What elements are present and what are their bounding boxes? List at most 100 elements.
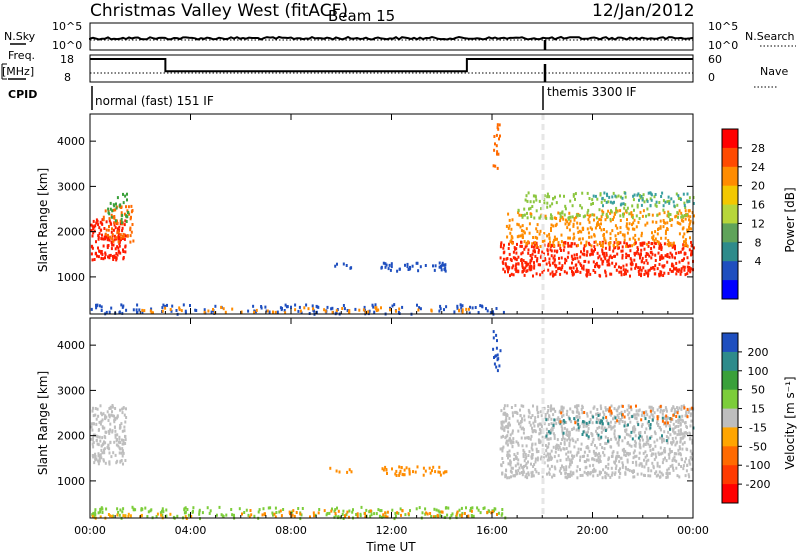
power-cell — [525, 269, 528, 273]
power-cell — [532, 245, 535, 249]
velocity-cell — [689, 449, 692, 453]
power-cell — [331, 310, 334, 314]
power-cell — [97, 237, 100, 241]
power-cell — [524, 266, 527, 270]
power-cell — [550, 213, 552, 217]
power-cell — [441, 263, 444, 267]
velocity-cell — [616, 454, 619, 458]
velocity-cell — [384, 511, 387, 515]
velocity-cell — [274, 515, 277, 519]
velocity-cell — [503, 426, 506, 430]
velocity-cell — [613, 432, 616, 436]
velocity-cell — [588, 464, 591, 468]
velocity-cell — [672, 422, 675, 426]
power-cell — [639, 256, 641, 260]
velocity-cell — [577, 428, 580, 432]
power-cell — [265, 309, 268, 313]
velocity-cell — [656, 417, 659, 421]
power-cell — [557, 241, 560, 245]
power-cell — [294, 303, 297, 307]
velocity-colorbar-swatch — [722, 465, 738, 485]
velocity-cell — [122, 442, 125, 446]
velocity-cell — [549, 452, 552, 456]
velocity-cell — [506, 476, 509, 480]
power-cell — [503, 250, 506, 254]
velocity-cell — [657, 424, 660, 427]
power-cell — [674, 215, 677, 219]
velocity-cell — [577, 404, 580, 408]
velocity-cell — [577, 447, 580, 451]
power-cell — [504, 270, 506, 274]
velocity-cell — [577, 422, 580, 426]
power-cell — [671, 245, 674, 249]
power-cell — [598, 208, 601, 212]
velocity-cell — [586, 414, 589, 418]
power-colorbar-tick-label: 4 — [755, 255, 762, 268]
velocity-cell — [438, 470, 441, 474]
power-cell — [601, 262, 604, 266]
velocity-cell — [683, 460, 686, 464]
power-cell — [600, 215, 603, 219]
power-cell — [596, 197, 599, 201]
velocity-cell — [671, 407, 674, 411]
power-cell — [512, 273, 515, 277]
power-cell — [100, 256, 103, 260]
velocity-cell — [191, 510, 194, 514]
velocity-cell — [613, 435, 616, 439]
freq-panel: Freq. [MHz] 18 8 60 0 Nave — [1, 49, 788, 88]
power-cell — [626, 226, 629, 230]
velocity-cell — [569, 459, 572, 463]
velocity-cell — [658, 470, 661, 474]
power-cell — [688, 199, 691, 203]
velocity-cell — [583, 411, 586, 414]
power-cell — [639, 253, 642, 257]
velocity-cell — [547, 408, 550, 412]
velocity-cell — [689, 407, 692, 411]
velocity-cell — [198, 510, 201, 514]
velocity-cell — [107, 419, 110, 422]
velocity-cell — [103, 426, 106, 430]
power-cell — [525, 227, 528, 231]
velocity-cell — [556, 446, 559, 450]
power-cell — [641, 256, 644, 260]
velocity-cell — [571, 456, 574, 460]
power-cell — [521, 214, 524, 217]
velocity-cell — [568, 417, 571, 421]
power-cell — [623, 241, 626, 245]
power-cell — [103, 235, 106, 239]
power-cell — [644, 269, 647, 273]
velocity-cell — [562, 436, 565, 440]
velocity-cell — [689, 437, 692, 440]
velocity-cell — [518, 466, 521, 470]
velocity-cell — [613, 407, 616, 411]
velocity-cell — [625, 428, 628, 432]
power-cell — [607, 258, 610, 262]
velocity-cell — [641, 410, 644, 414]
velocity-cell — [338, 470, 341, 474]
power-cell — [529, 206, 532, 210]
power-cell — [556, 237, 558, 241]
power-cell — [553, 259, 556, 263]
power-cell — [601, 245, 604, 249]
velocity-cell — [517, 443, 520, 447]
velocity-cell — [672, 427, 675, 431]
velocity-cell — [291, 513, 294, 517]
power-cell — [543, 201, 546, 205]
power-cell — [647, 274, 649, 278]
velocity-cell — [90, 425, 93, 429]
power-cell — [122, 248, 124, 252]
velocity-cell — [567, 473, 569, 476]
velocity-cell — [612, 417, 614, 421]
power-cell — [596, 243, 599, 247]
velocity-cell — [500, 422, 503, 426]
velocity-cell — [677, 409, 680, 412]
power-cell — [653, 267, 656, 271]
velocity-cell — [445, 470, 448, 474]
power-cell — [671, 243, 673, 247]
power-cell — [131, 209, 134, 212]
velocity-ylabel: Slant Range [km] — [36, 371, 50, 475]
power-cell — [594, 248, 596, 251]
velocity-cell — [111, 514, 114, 518]
velocity-cell — [98, 420, 101, 424]
velocity-cell — [541, 443, 544, 447]
